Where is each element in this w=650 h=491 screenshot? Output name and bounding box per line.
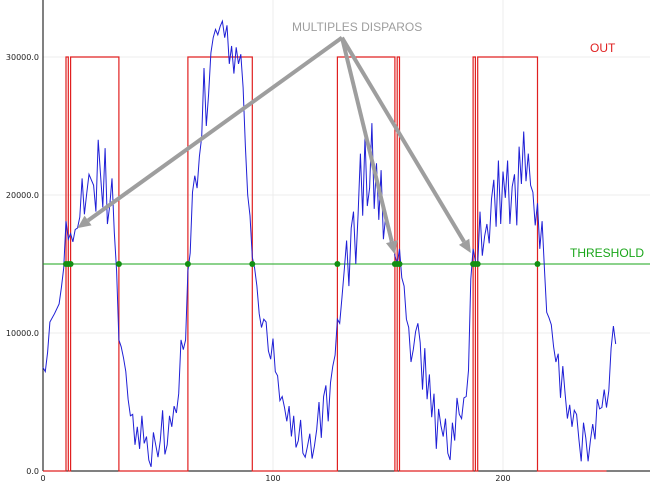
y-tick-label: 30000.0 — [6, 53, 39, 62]
annotation-arrow-head — [458, 238, 471, 253]
crossing-point — [184, 261, 191, 267]
x-tick-label: 200 — [495, 474, 510, 483]
annotation-arrow-head — [385, 240, 398, 255]
y-tick-label: 10000.0 — [6, 329, 39, 338]
axes — [42, 0, 650, 472]
crossing-point — [67, 261, 74, 267]
y-tick-label: 0.0 — [26, 467, 39, 476]
legend-out-label: OUT — [590, 41, 616, 55]
gridlines — [43, 0, 650, 471]
y-tick-label: 20000.0 — [6, 191, 39, 200]
x-tick-label: 0 — [40, 474, 45, 483]
annotation-arrow-shaft — [340, 36, 466, 243]
x-tick-labels: 0 100 200 — [40, 474, 510, 483]
crossing-point — [396, 261, 403, 267]
out-series-line — [43, 56, 607, 472]
annotation-arrow-shaft — [86, 36, 344, 223]
signal-series-line — [42, 19, 617, 468]
crossing-point — [334, 261, 341, 267]
y-tick-labels: 0.0 10000.0 20000.0 30000.0 — [6, 53, 39, 476]
crossing-point — [249, 261, 256, 267]
legend-threshold-label: THRESHOLD — [570, 246, 644, 260]
x-tick-label: 100 — [265, 474, 280, 483]
annotation-arrow-shaft — [340, 37, 394, 243]
crossing-point — [534, 261, 541, 267]
annotation-arrow-head — [77, 215, 92, 229]
crossing-point — [115, 261, 122, 267]
crossing-points — [63, 261, 541, 267]
annotation-multiples-disparos: MULTIPLES DISPAROS — [292, 20, 422, 34]
crossing-point — [474, 261, 481, 267]
annotation-arrows — [77, 36, 471, 255]
